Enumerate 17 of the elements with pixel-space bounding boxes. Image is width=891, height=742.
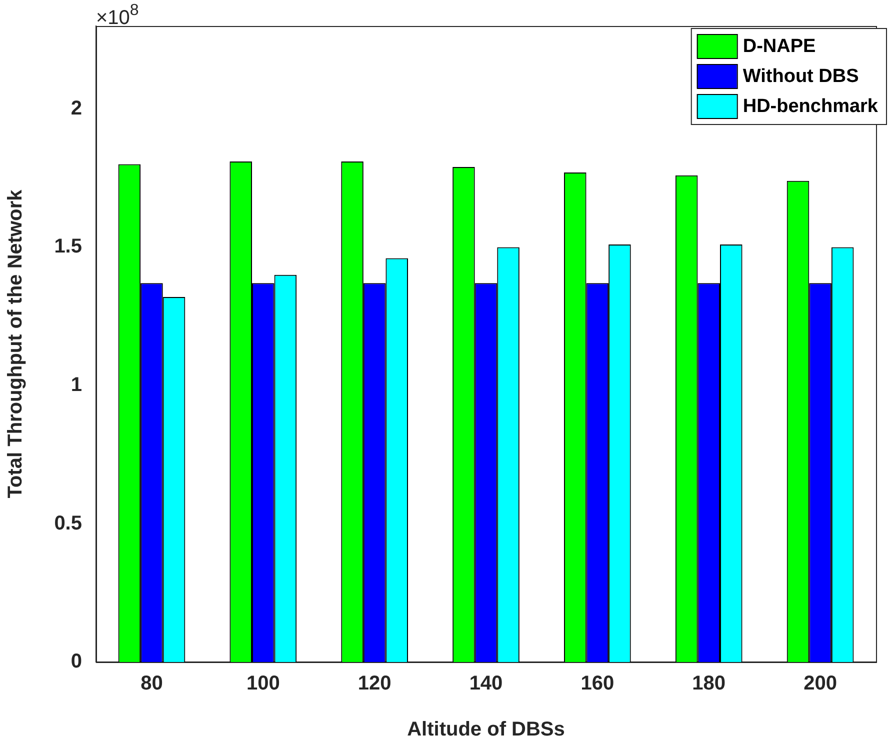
y-tick-label: 2 (70, 97, 82, 120)
y-tick-label: 1.5 (54, 236, 82, 258)
x-tick-label: 160 (580, 672, 614, 695)
y-tick-label: 1 (70, 374, 82, 396)
y-axis-title: Total Throughput of the Network (4, 188, 27, 498)
x-tick-label: 140 (469, 672, 503, 695)
y-tick-label: 0 (70, 650, 82, 673)
x-tick-label: 100 (246, 672, 280, 695)
x-tick-label: 80 (140, 672, 163, 695)
legend-label: HD-benchmark (742, 96, 878, 118)
x-tick-label: 180 (692, 672, 726, 695)
legend-label: D-NAPE (742, 36, 816, 58)
y-tick-label: 0.5 (54, 512, 82, 534)
x-tick-label: 120 (358, 672, 392, 695)
legend-label: Without DBS (742, 66, 859, 88)
x-tick-label: 200 (804, 672, 837, 695)
x-axis-title: Altitude of DBSs (407, 718, 565, 741)
